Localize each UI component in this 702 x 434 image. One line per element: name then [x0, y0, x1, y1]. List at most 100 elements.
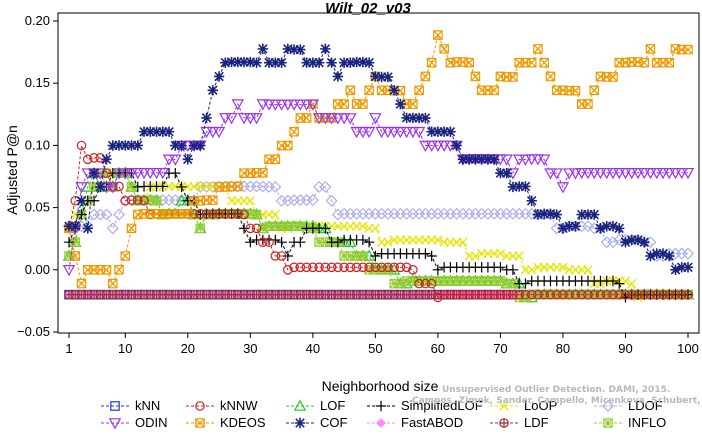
data-point: [682, 247, 694, 260]
data-point: [325, 194, 338, 207]
data-point: [89, 153, 99, 163]
data-point: [308, 262, 318, 273]
legend-item-ldof: LDOF: [594, 398, 663, 413]
data-point: [282, 250, 294, 262]
series-line: [68, 33, 688, 286]
data-point: [220, 209, 231, 219]
data-point: [438, 126, 450, 137]
data-point: [658, 289, 668, 300]
legend-item-inflo: INFLO: [594, 415, 666, 430]
data-point: [413, 112, 425, 124]
data-point: [545, 208, 556, 220]
data-point: [214, 209, 224, 219]
data-point: [420, 248, 431, 259]
data-point: [400, 126, 413, 139]
data-point: [395, 98, 406, 110]
data-point: [270, 154, 281, 165]
data-point: [326, 57, 337, 68]
data-point: [82, 223, 93, 234]
data-point: [151, 196, 162, 206]
x-tick-label: 80: [556, 341, 570, 356]
data-point: [70, 221, 81, 232]
data-point: [289, 126, 299, 137]
data-point: [550, 168, 563, 180]
data-point: [306, 99, 320, 111]
data-point: [537, 154, 551, 166]
data-point: [288, 44, 300, 55]
data-point: [681, 167, 695, 180]
data-point: [262, 99, 276, 111]
data-point: [664, 289, 675, 300]
data-point: [126, 195, 137, 205]
data-point: [581, 167, 595, 180]
data-point: [464, 289, 474, 300]
series-loop: [64, 168, 693, 303]
data-point: [520, 181, 531, 192]
axis-ticks: 1 10 20 30 40 50 60 70 80 90 100 −0.05 0.00 0.05 0.10 0…: [17, 13, 699, 356]
data-point: [645, 250, 656, 262]
legend-marker: [294, 417, 306, 429]
data-point: [607, 221, 619, 232]
data-point: [132, 195, 143, 205]
data-point: [589, 209, 600, 220]
data-point: [514, 289, 524, 300]
series-knnw: [64, 140, 693, 303]
data-point: [670, 264, 681, 275]
data-point: [319, 180, 332, 193]
data-point: [576, 289, 587, 300]
data-point: [114, 265, 124, 275]
data-point: [100, 208, 113, 221]
data-point: [200, 126, 213, 139]
data-point: [287, 99, 301, 111]
legend-label: LoOP: [524, 398, 557, 413]
data-point: [169, 154, 182, 166]
data-point: [457, 154, 469, 165]
data-point: [364, 262, 374, 273]
data-point: [339, 262, 349, 273]
data-point: [151, 126, 162, 137]
data-point: [113, 208, 125, 221]
data-point: [76, 195, 87, 206]
data-point: [208, 195, 218, 205]
data-point: [551, 209, 562, 220]
data-point: [557, 223, 569, 234]
y-tick-label: 0.05: [25, 200, 50, 215]
data-point: [257, 43, 269, 55]
data-point: [558, 289, 568, 300]
legend-marker: [195, 418, 205, 428]
legend-item-simplifiedlof: SimplifiedLOF: [367, 398, 483, 413]
data-point: [358, 221, 368, 231]
data-point: [525, 154, 538, 166]
legend-marker: [110, 401, 120, 411]
data-point: [606, 236, 619, 249]
data-point: [387, 126, 401, 139]
data-point: [664, 250, 675, 262]
data-point: [651, 248, 662, 259]
data-point: [627, 278, 637, 289]
data-point: [314, 262, 324, 273]
data-point: [645, 44, 656, 54]
data-point: [63, 221, 75, 232]
data-point: [362, 126, 376, 139]
data-point: [401, 112, 412, 124]
data-point: [513, 181, 525, 192]
legend-label: LDOF: [628, 398, 663, 413]
data-point: [608, 289, 618, 300]
data-point: [337, 113, 351, 125]
data-point: [101, 265, 112, 275]
data-point: [358, 99, 368, 109]
data-point: [507, 264, 519, 275]
data-point: [276, 251, 287, 261]
data-point: [533, 44, 543, 54]
data-point: [176, 181, 187, 193]
data-point: [364, 85, 374, 96]
data-point: [458, 289, 468, 300]
data-point: [157, 126, 168, 137]
data-point: [300, 99, 313, 111]
x-tick-label: 30: [243, 341, 257, 356]
legend-label: LOF: [320, 398, 345, 413]
legend-label: FastABOD: [401, 415, 463, 430]
data-point: [145, 195, 156, 205]
data-point: [594, 167, 607, 180]
series-simplifiedlof: [63, 167, 694, 303]
